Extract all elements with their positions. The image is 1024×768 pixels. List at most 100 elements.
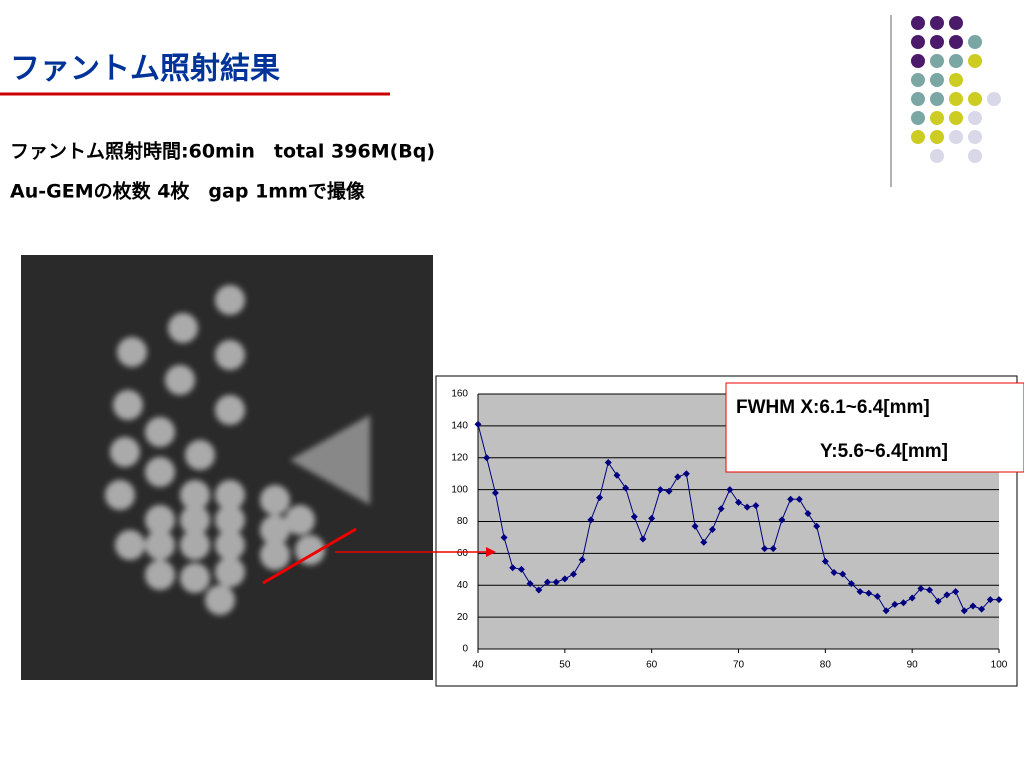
data-point	[995, 596, 1003, 604]
spot	[168, 313, 198, 343]
data-point	[500, 533, 508, 541]
data-point	[952, 588, 960, 596]
data-point	[934, 597, 942, 605]
data-point	[474, 420, 482, 428]
dot	[949, 130, 963, 144]
data-point	[665, 487, 673, 495]
spot	[205, 585, 235, 615]
y-tick-label: 160	[451, 389, 468, 400]
data-point	[986, 596, 994, 604]
data-point	[778, 516, 786, 524]
spot	[215, 530, 245, 560]
spot	[215, 557, 245, 587]
spot	[145, 560, 175, 590]
spot	[215, 285, 245, 315]
data-point	[969, 602, 977, 610]
dot	[949, 111, 963, 125]
spot	[145, 417, 175, 447]
x-tick-label: 50	[559, 660, 571, 671]
spot	[145, 530, 175, 560]
data-point	[978, 605, 986, 613]
y-tick-label: 140	[451, 421, 468, 432]
data-point	[787, 495, 795, 503]
data-point	[761, 545, 769, 553]
data-point	[517, 565, 525, 573]
spot	[115, 530, 145, 560]
profile-line	[262, 527, 357, 585]
spot	[260, 485, 290, 515]
data-point	[543, 578, 551, 586]
data-point	[674, 473, 682, 481]
x-tick-label: 40	[472, 660, 484, 671]
data-point	[613, 471, 621, 479]
data-point	[700, 538, 708, 546]
dot	[911, 16, 925, 30]
data-point	[570, 570, 578, 578]
dot	[949, 16, 963, 30]
data-point	[717, 505, 725, 513]
data-point	[821, 557, 829, 565]
data-point	[839, 570, 847, 578]
decoration	[911, 16, 1001, 163]
dot	[949, 73, 963, 87]
data-point	[908, 594, 916, 602]
dot	[930, 54, 944, 68]
data-point	[561, 575, 569, 583]
annotation: Y:5.6~6.4[mm]	[820, 441, 948, 462]
data-point	[535, 586, 543, 594]
dot	[911, 92, 925, 106]
dot	[968, 111, 982, 125]
arrow-head	[486, 547, 496, 557]
spot	[180, 530, 210, 560]
data-point	[552, 578, 560, 586]
info-line: ファントム照射時間:60min total 396M(Bq)	[10, 140, 435, 163]
data-point	[648, 514, 656, 522]
dot	[930, 149, 944, 163]
x-tick-label: 90	[907, 660, 919, 671]
x-tick-label: 70	[733, 660, 745, 671]
slide-title: ファントム照射結果	[10, 52, 280, 87]
data-point	[960, 607, 968, 615]
data-point	[682, 470, 690, 478]
spot	[260, 515, 290, 545]
data-point	[578, 556, 586, 564]
spot	[215, 395, 245, 425]
dot	[968, 35, 982, 49]
data-point	[899, 599, 907, 607]
data-point	[847, 580, 855, 588]
data-point	[882, 607, 890, 615]
data-point	[604, 459, 612, 467]
spot	[180, 563, 210, 593]
data-point	[622, 484, 630, 492]
annotation: FWHM X:6.1~6.4[mm]	[736, 397, 930, 418]
y-tick-label: 0	[462, 644, 468, 655]
data-point	[830, 569, 838, 576]
dot	[949, 92, 963, 106]
phantom-spots	[105, 285, 370, 615]
spot	[145, 505, 175, 535]
dot	[930, 73, 944, 87]
dot	[949, 35, 963, 49]
data-point	[769, 545, 777, 553]
x-tick-label: 100	[991, 660, 1008, 671]
spot	[105, 480, 135, 510]
data-point	[491, 489, 499, 497]
data-point	[483, 454, 491, 462]
data-point	[856, 588, 864, 596]
x-tick-label: 80	[820, 660, 832, 671]
data-point	[917, 584, 925, 592]
spot	[215, 480, 245, 510]
spot	[215, 505, 245, 535]
data-point	[743, 503, 751, 511]
data-point	[587, 516, 595, 524]
data-point	[813, 522, 821, 530]
data-point	[891, 600, 899, 608]
dot	[968, 92, 982, 106]
spot	[110, 437, 140, 467]
y-tick-label: 60	[457, 548, 469, 559]
data-point	[639, 535, 647, 543]
dot	[968, 149, 982, 163]
y-tick-label: 80	[457, 516, 469, 527]
spot	[117, 337, 147, 367]
